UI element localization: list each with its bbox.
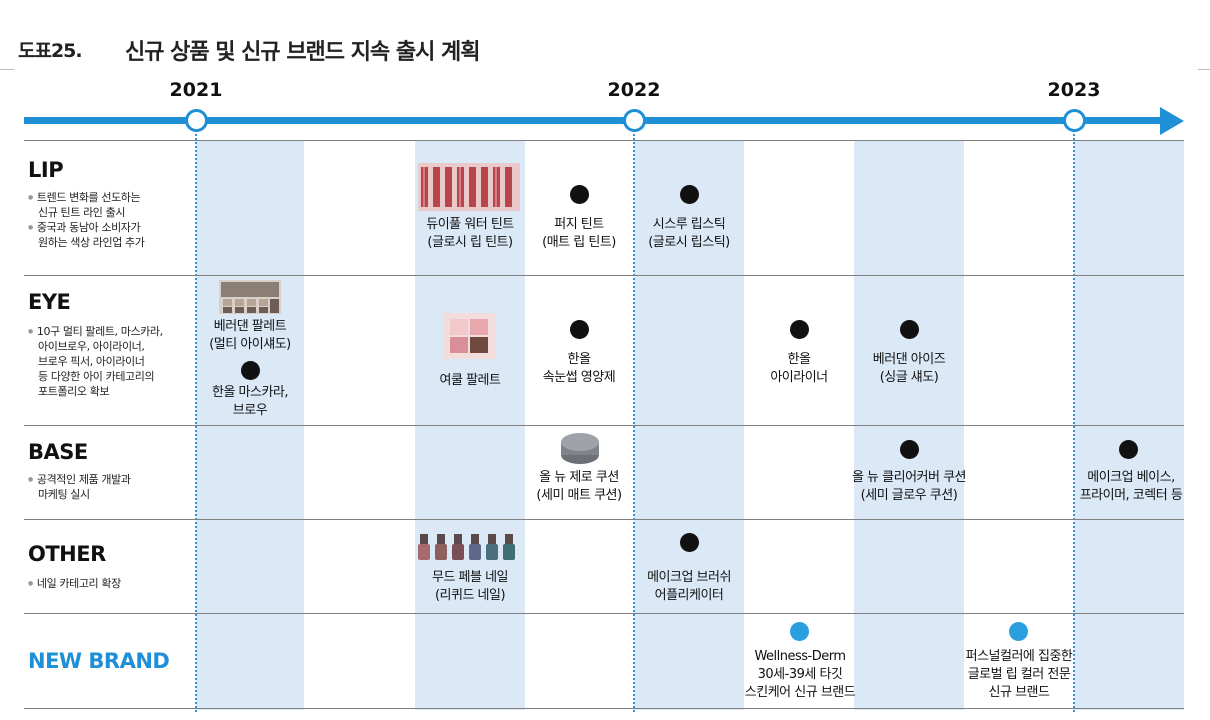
header-rule-left [0,69,14,70]
year-marker-2023 [1063,109,1086,132]
item-lip-1: 듀이풀 워터 틴트 (글로시 립 틴트) [426,217,514,250]
row-divider [24,708,1184,709]
row-divider [24,425,1184,426]
year-marker-2022 [623,109,646,132]
item-eye-6: 베러댄 아이즈 (싱글 섀도) [872,352,946,385]
eye-bullet: 10구 멀티 팔레트, 마스카라,아이브로우, 아이라이너,브로우 픽서, 아이… [28,324,163,399]
item-base-2-dot [900,440,919,459]
figure-label: 도표25. [18,40,83,62]
item-lip-3: 시스루 립스틱 (글로시 립스틱) [648,217,730,250]
category-other-description: 네일 카테고리 확장 [28,576,121,591]
other-bullet: 네일 카테고리 확장 [28,576,121,591]
item-eye-4: 한올 속눈썹 영양제 [542,352,616,385]
item-eye-5-dot [790,320,809,339]
nail-polish-photo-icon [418,534,515,560]
row-divider [24,519,1184,520]
category-lip: LIP [28,158,64,182]
item-eye-2-dot [241,361,260,380]
item-other-2-dot [680,533,699,552]
row-divider [24,613,1184,614]
year-marker-2021 [185,109,208,132]
category-eye: EYE [28,290,71,314]
item-brand-1-dot [790,622,809,641]
timeline-arrow-icon [1160,107,1184,135]
item-base-1: 올 뉴 제로 쿠션 (세미 매트 쿠션) [536,470,622,503]
item-base-3: 메이크업 베이스, 프라이머, 코렉터 등 [1079,470,1183,503]
item-brand-2-dot [1009,622,1028,641]
header-rule-right [1198,69,1210,70]
row-divider [24,275,1184,276]
item-eye-4-dot [570,320,589,339]
item-base-3-dot [1119,440,1138,459]
category-eye-description: 10구 멀티 팔레트, 마스카라,아이브로우, 아이라이너,브로우 픽서, 아이… [28,324,163,399]
item-lip-3-dot [680,185,699,204]
page-title: 신규 상품 및 신규 브랜드 지속 출시 계획 [125,40,480,65]
item-base-2: 올 뉴 클리어커버 쿠션 (세미 글로우 쿠션) [851,470,967,503]
item-eye-3: 여쿨 팔레트 [439,373,501,388]
pink-palette-photo-icon [443,313,495,359]
year-label-2021: 2021 [169,79,223,101]
item-eye-2: 한올 마스카라, 브로우 [211,385,289,418]
item-lip-2-dot [570,185,589,204]
category-base: BASE [28,440,88,464]
year-label-2022: 2022 [607,79,661,101]
item-eye-5: 한올 아이라이너 [770,352,828,385]
item-other-1: 무드 페블 네일 (리퀴드 네일) [431,570,509,603]
timeline-axis [24,117,1166,124]
palette-photo-icon [219,280,281,314]
item-lip-2: 퍼지 틴트 (매트 립 틴트) [542,217,616,250]
tint-product-photo-icon [418,163,520,211]
item-eye-1: 베러댄 팔레트 (멀티 아이섀도) [209,319,291,352]
cushion-photo-icon [561,433,599,464]
category-new-brand: NEW BRAND [28,649,170,673]
item-brand-2: 퍼스널컬러에 집중한 글로벌 립 컬러 전문 신규 브랜드 [965,649,1073,700]
item-other-2: 메이크업 브러쉬 어플리케이터 [647,570,731,603]
item-eye-6-dot [900,320,919,339]
year-guide-2022 [633,122,635,712]
row-divider [24,140,1184,141]
year-guide-2021 [195,122,197,712]
year-guide-2023 [1073,122,1075,712]
year-label-2023: 2023 [1047,79,1101,101]
item-brand-1: Wellness-Derm 30세-39세 타깃 스킨케어 신규 브랜드 [744,649,856,700]
category-other: OTHER [28,542,106,566]
